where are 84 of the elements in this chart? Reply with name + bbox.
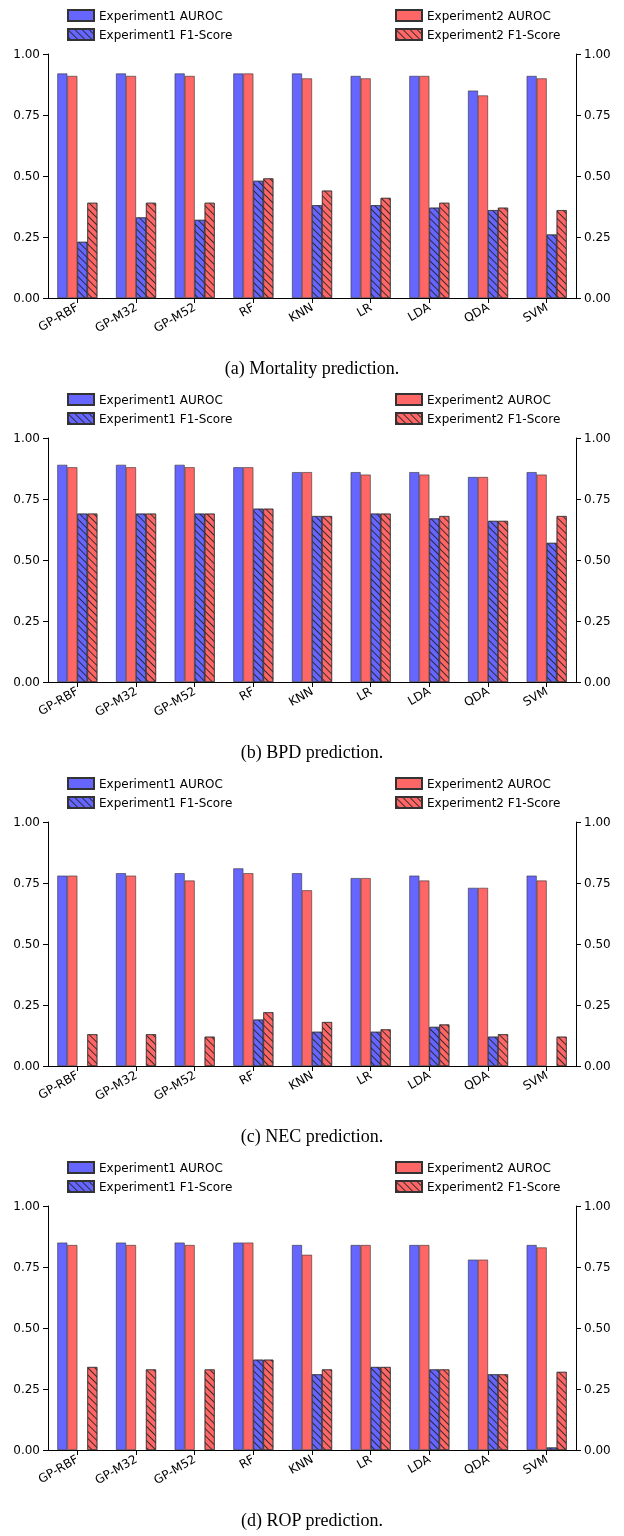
x-tick-label: RF xyxy=(236,683,257,704)
y-tick-label: 0.75 xyxy=(13,876,40,890)
y2-tick-label: 0.00 xyxy=(584,675,611,689)
y2-tick-label: 0.50 xyxy=(584,1321,611,1335)
x-tick-label: KNN xyxy=(286,299,316,325)
x-tick-label: QDA xyxy=(461,683,493,710)
x-tick-label: LR xyxy=(354,1067,375,1088)
legend-label: Experiment2 AUROC xyxy=(427,776,551,791)
x-tick-label: QDA xyxy=(461,299,493,326)
text: (a) Mortality prediction. xyxy=(224,358,400,379)
x-tick-label: RF xyxy=(236,1067,257,1088)
y-tick-label: 0.50 xyxy=(13,553,40,567)
text: (d) ROP prediction. xyxy=(241,1510,383,1531)
y-tick-label: 0.25 xyxy=(13,614,40,628)
legend-label: Experiment1 AUROC xyxy=(99,392,223,407)
y-tick-label: 0.50 xyxy=(13,937,40,951)
y-tick-label: 0.00 xyxy=(13,1059,40,1073)
y-tick-label: 0.50 xyxy=(13,169,40,183)
x-tick-label: SVM xyxy=(520,1067,551,1094)
y2-tick-label: 0.25 xyxy=(584,998,611,1012)
y2-tick-label: 1.00 xyxy=(584,431,611,445)
legend-label: Experiment2 AUROC xyxy=(427,392,551,407)
y2-tick-label: 0.50 xyxy=(584,553,611,567)
x-tick-label: LDA xyxy=(405,299,434,325)
y2-tick-label: 0.00 xyxy=(584,1059,611,1073)
text: (b) BPD prediction. xyxy=(240,742,384,763)
y-tick-label: 1.00 xyxy=(13,815,40,829)
legend-label: Experiment1 AUROC xyxy=(99,1160,223,1175)
y2-tick-label: 0.25 xyxy=(584,614,611,628)
legend-label: Experiment2 F1-Score xyxy=(427,27,561,42)
x-tick-label: KNN xyxy=(286,1451,316,1477)
x-tick-label: SVM xyxy=(520,299,551,326)
y-tick-label: 1.00 xyxy=(13,1199,40,1213)
y2-tick-label: 0.00 xyxy=(584,1443,611,1457)
y-tick-label: 0.75 xyxy=(13,108,40,122)
y-tick-label: 0.75 xyxy=(13,1260,40,1274)
y2-tick-label: 0.50 xyxy=(584,937,611,951)
y2-tick-label: 1.00 xyxy=(584,47,611,61)
y-tick-label: 0.25 xyxy=(13,230,40,244)
x-tick-label: LDA xyxy=(405,1067,434,1093)
y-tick-label: 0.25 xyxy=(13,1382,40,1396)
x-tick-label: KNN xyxy=(286,683,316,709)
y-tick-label: 1.00 xyxy=(13,47,40,61)
y-tick-label: 1.00 xyxy=(13,431,40,445)
y-tick-label: 0.75 xyxy=(13,492,40,506)
x-tick-label: LR xyxy=(354,1451,375,1472)
legend-label: Experiment2 F1-Score xyxy=(427,411,561,426)
y2-tick-label: 0.25 xyxy=(584,1382,611,1396)
legend-label: Experiment1 F1-Score xyxy=(99,795,233,810)
legend-label: Experiment1 AUROC xyxy=(99,776,223,791)
y2-tick-label: 0.00 xyxy=(584,291,611,305)
x-tick-label: RF xyxy=(236,1451,257,1472)
x-tick-label: LR xyxy=(354,299,375,320)
y-tick-label: 0.50 xyxy=(13,1321,40,1335)
y2-tick-label: 1.00 xyxy=(584,1199,611,1213)
y2-tick-label: 0.50 xyxy=(584,169,611,183)
y-tick-label: 0.00 xyxy=(13,1443,40,1457)
y2-tick-label: 0.75 xyxy=(584,492,611,506)
legend-label: Experiment2 F1-Score xyxy=(427,795,561,810)
x-tick-label: QDA xyxy=(461,1067,493,1094)
legend-label: Experiment2 AUROC xyxy=(427,1160,551,1175)
y2-tick-label: 0.75 xyxy=(584,108,611,122)
y2-tick-label: 0.75 xyxy=(584,876,611,890)
y-tick-label: 0.25 xyxy=(13,998,40,1012)
legend-label: Experiment1 AUROC xyxy=(99,8,223,23)
text: (c) NEC prediction. xyxy=(240,1126,384,1147)
y2-tick-label: 0.75 xyxy=(584,1260,611,1274)
x-tick-label: KNN xyxy=(286,1067,316,1093)
legend-label: Experiment2 F1-Score xyxy=(427,1179,561,1194)
x-tick-label: LDA xyxy=(405,1451,434,1477)
y-tick-label: 0.00 xyxy=(13,675,40,689)
legend-label: Experiment1 F1-Score xyxy=(99,1179,233,1194)
legend-label: Experiment1 F1-Score xyxy=(99,27,233,42)
x-tick-label: SVM xyxy=(520,1451,551,1478)
y2-tick-label: 0.25 xyxy=(584,230,611,244)
x-tick-label: SVM xyxy=(520,683,551,710)
legend-label: Experiment2 AUROC xyxy=(427,8,551,23)
x-tick-label: LR xyxy=(354,683,375,704)
x-tick-label: RF xyxy=(236,299,257,320)
legend-label: Experiment1 F1-Score xyxy=(99,411,233,426)
y-tick-label: 0.00 xyxy=(13,291,40,305)
x-tick-label: LDA xyxy=(405,683,434,709)
y2-tick-label: 1.00 xyxy=(584,815,611,829)
x-tick-label: QDA xyxy=(461,1451,493,1478)
